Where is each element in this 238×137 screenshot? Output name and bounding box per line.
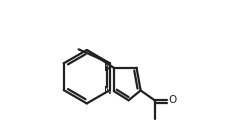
Text: O: O	[169, 95, 177, 105]
Text: N: N	[104, 63, 112, 72]
Text: N: N	[104, 86, 112, 96]
